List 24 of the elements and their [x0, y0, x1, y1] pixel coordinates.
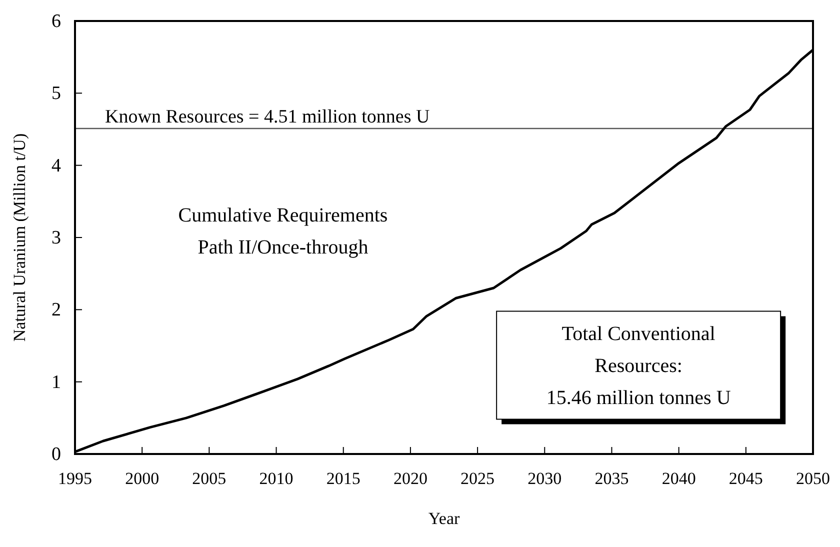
y-axis-title: Natural Uranium (Million t/U): [10, 133, 29, 342]
y-tick-label: 2: [52, 300, 61, 321]
y-tick-label: 1: [52, 372, 61, 393]
annotation: Total Conventional Resources: 15.46 million tonnes U: [546, 323, 732, 410]
y-tick-label: 5: [52, 83, 61, 104]
x-tick-label: 2040: [662, 469, 696, 488]
x-tick-label: 2010: [259, 469, 294, 488]
x-tick-label: 1995: [58, 469, 92, 488]
y-tick-label: 4: [52, 155, 62, 176]
x-tick-label: 2015: [326, 469, 360, 488]
x-tick-label: 2005: [192, 469, 226, 488]
x-tick-label: 2035: [594, 469, 629, 488]
annotation: Cumulative Requirements Path II/Once-through: [178, 204, 388, 258]
y-tick-label: 6: [52, 11, 61, 32]
x-axis-title: Year: [428, 509, 460, 528]
x-tick-label: 2020: [393, 469, 428, 488]
x-tick-label: 2000: [125, 469, 160, 488]
ref-line-label: Known Resources = 4.51 million tonnes U: [105, 106, 430, 128]
y-tick-label: 3: [52, 228, 61, 248]
x-tick-label: 2045: [728, 469, 763, 488]
x-tick-label: 2050: [796, 469, 830, 488]
y-tick-label: 0: [52, 444, 61, 465]
x-tick-label: 2025: [460, 469, 495, 488]
x-tick-label: 2030: [528, 469, 562, 488]
